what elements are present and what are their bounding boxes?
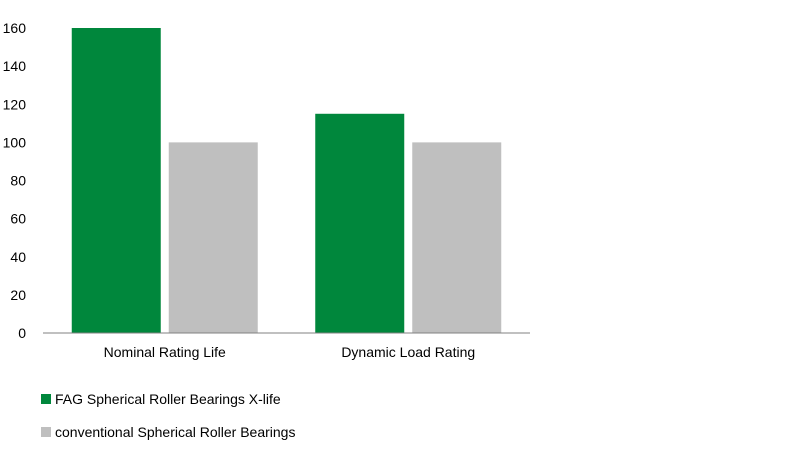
legend-swatch xyxy=(41,394,51,404)
y-tick-label: 60 xyxy=(10,211,26,227)
y-tick-label: 40 xyxy=(10,249,26,265)
bar-x-life-0 xyxy=(71,28,161,333)
bar-conventional-0 xyxy=(168,142,258,333)
y-tick-label: 0 xyxy=(18,325,26,341)
bar-conventional-1 xyxy=(412,142,502,333)
x-category-label: Dynamic Load Rating xyxy=(341,344,475,360)
legend-label: FAG Spherical Roller Bearings X-life xyxy=(55,391,281,407)
legend: FAG Spherical Roller Bearings X-life conv… xyxy=(41,391,295,440)
legend-swatch xyxy=(41,427,51,437)
y-tick-label: 120 xyxy=(3,96,27,112)
legend-label: conventional Spherical Roller Bearings xyxy=(55,424,295,440)
y-tick-label: 20 xyxy=(10,287,26,303)
y-tick-label: 140 xyxy=(3,58,27,74)
y-tick-label: 80 xyxy=(10,173,26,189)
x-category-label: Nominal Rating Life xyxy=(104,344,226,360)
y-axis-ticks: 0 20 40 60 80 100 120 140 160 xyxy=(3,20,27,341)
y-tick-label: 100 xyxy=(3,134,27,150)
bars-group xyxy=(71,28,502,333)
bar-x-life-1 xyxy=(315,113,405,333)
y-tick-label: 160 xyxy=(3,20,27,36)
x-axis-labels: Nominal Rating Life Dynamic Load Rating xyxy=(104,344,476,360)
